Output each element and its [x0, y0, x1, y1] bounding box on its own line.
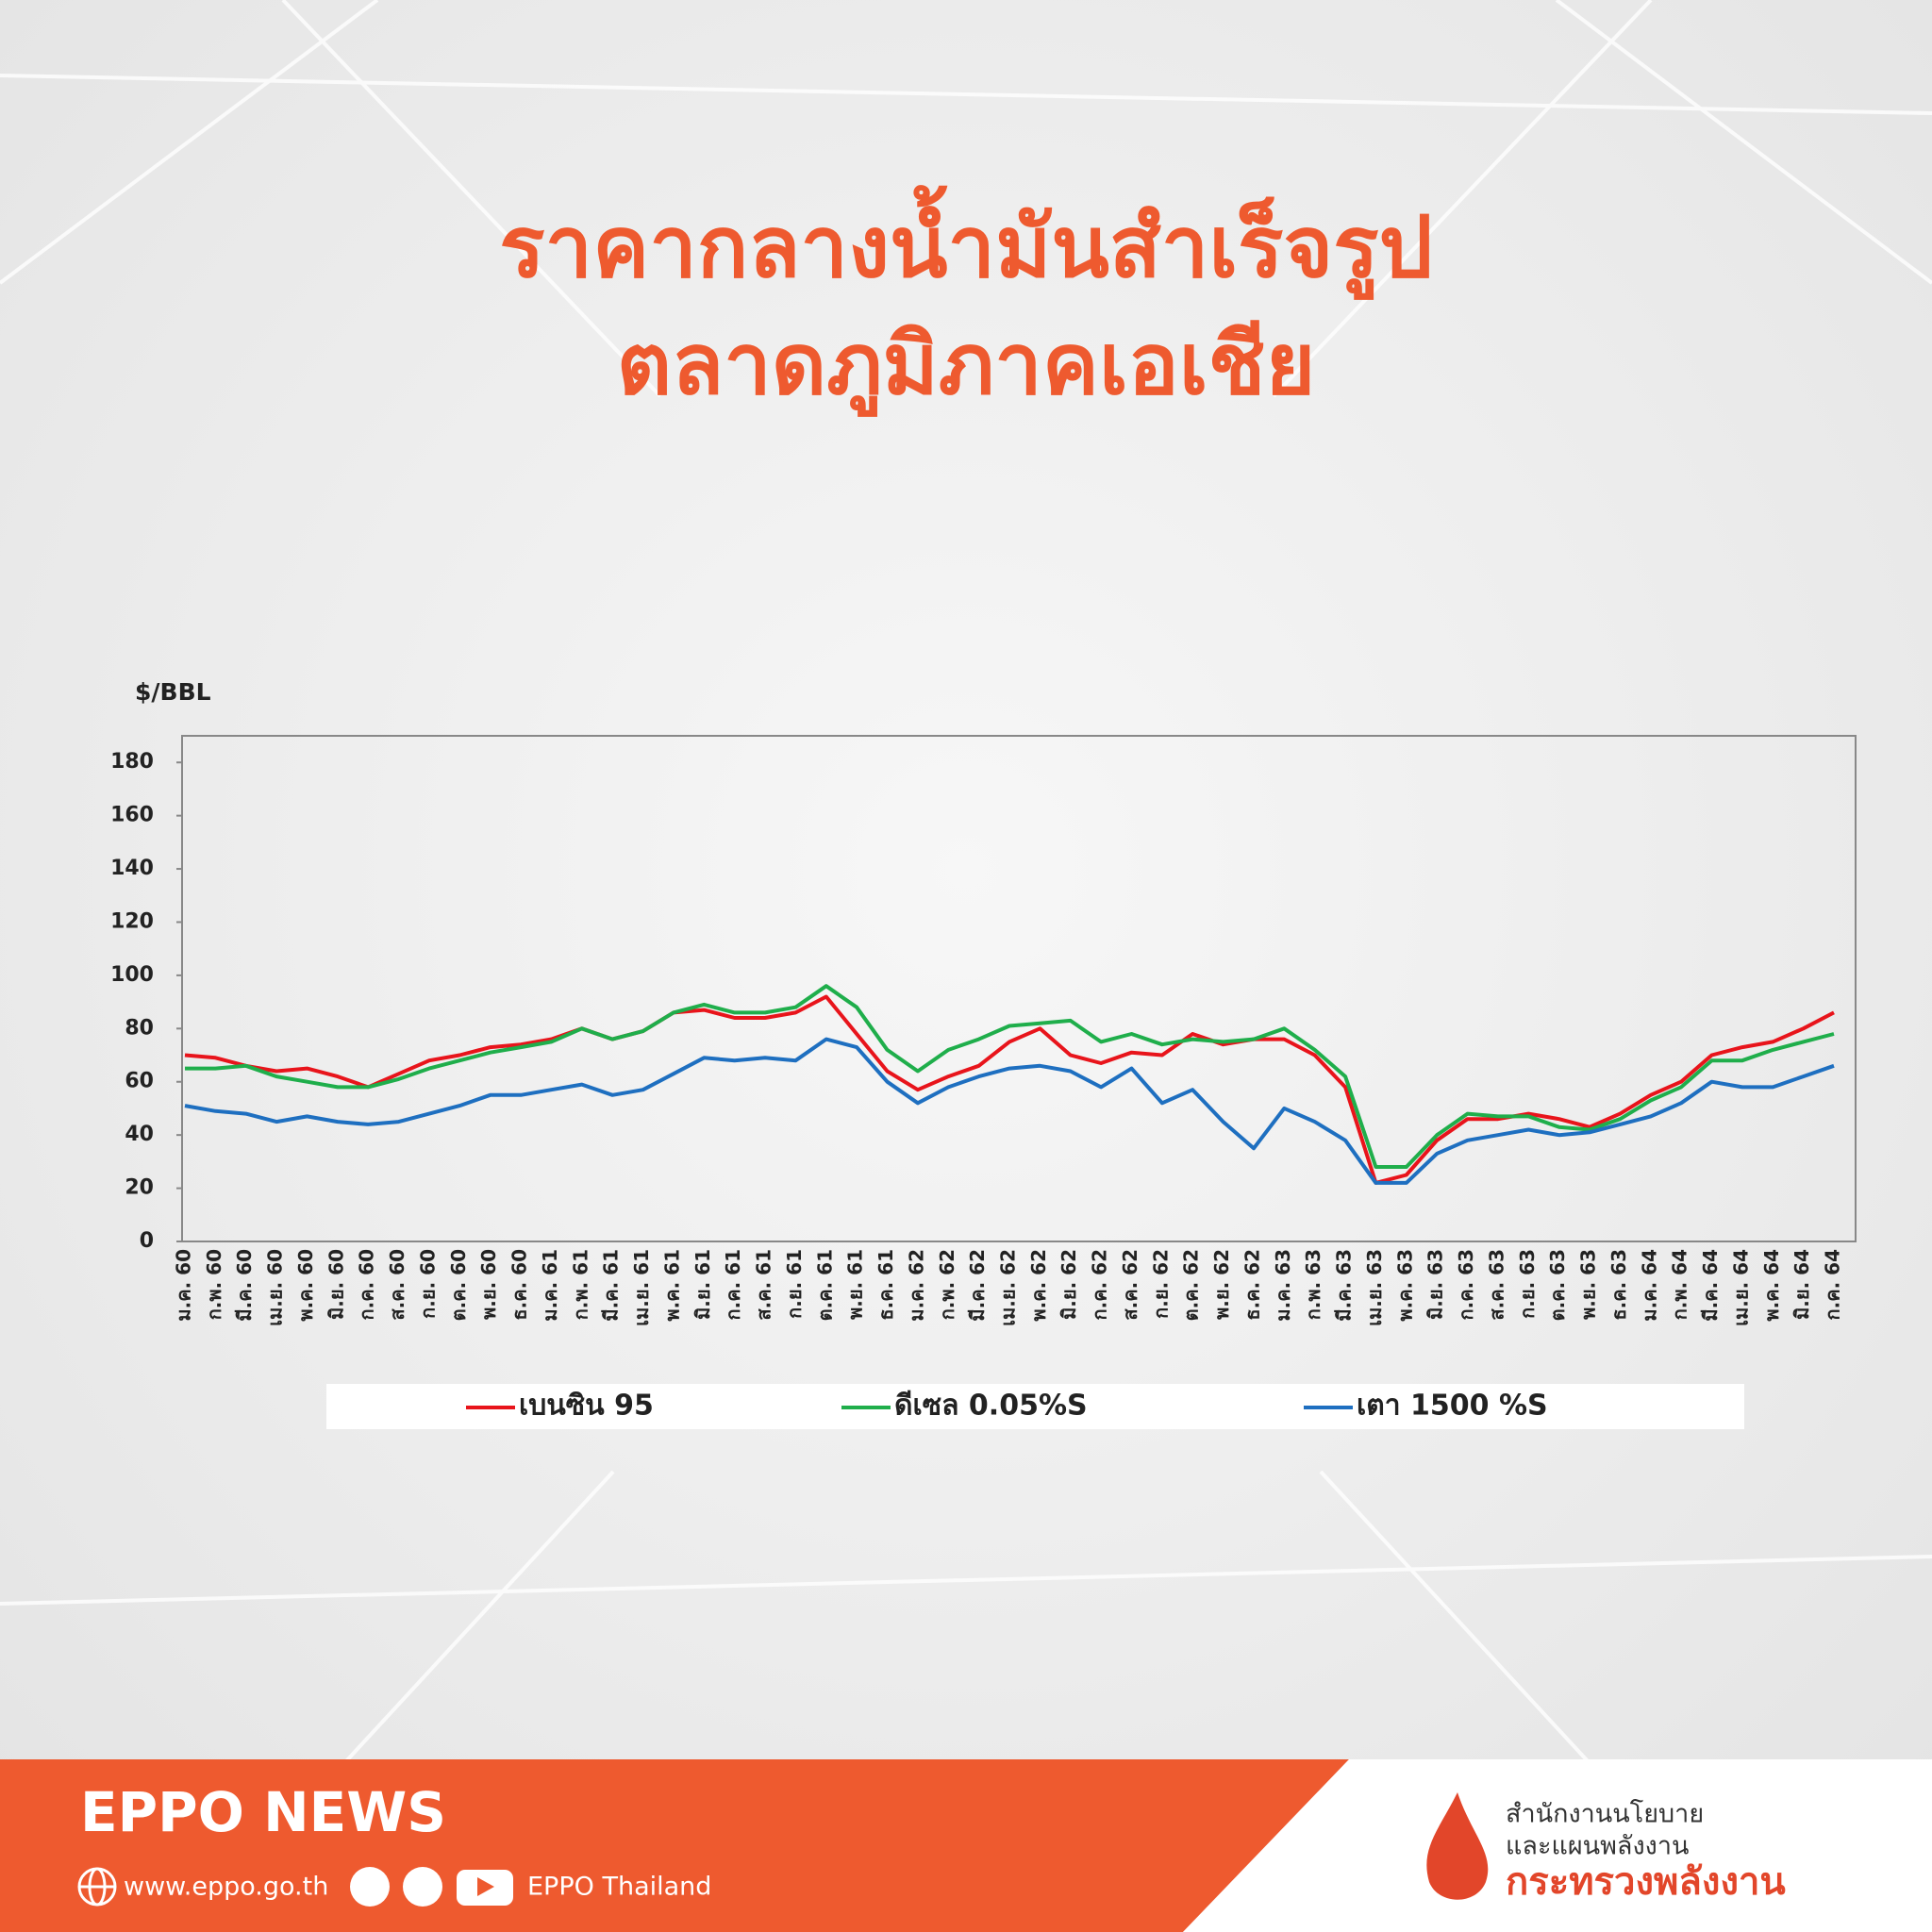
y-tick-label: 180	[110, 750, 154, 774]
x-tick-label: พ.ย. 63	[1577, 1249, 1600, 1320]
x-tick-label: ต.ค. 62	[1180, 1249, 1203, 1321]
x-tick-label: ก.ค. 64	[1822, 1249, 1844, 1320]
x-tick-label: ต.ค. 60	[447, 1249, 470, 1321]
x-tick-label: เม.ย. 64	[1729, 1249, 1752, 1326]
x-tick-label: พ.ย. 62	[1210, 1249, 1233, 1320]
y-tick-label: 0	[140, 1229, 154, 1253]
x-tick-label: ก.พ. 63	[1302, 1249, 1324, 1320]
x-tick-label: มิ.ย. 62	[1058, 1249, 1080, 1320]
x-tick-label: พ.ค. 64	[1760, 1249, 1783, 1322]
x-tick-label: พ.ค. 62	[1027, 1249, 1050, 1322]
x-tick-label: ต.ค. 63	[1546, 1249, 1569, 1321]
legend-label: ดีเซล 0.05%S	[894, 1390, 1088, 1423]
ministry: กระทรวงพลังงาน	[1506, 1860, 1786, 1904]
x-tick-label: ส.ค. 63	[1485, 1249, 1507, 1321]
x-tick-label: ส.ค. 60	[386, 1249, 408, 1321]
y-tick-label: 80	[125, 1016, 154, 1040]
x-tick-label: พ.ค. 63	[1393, 1249, 1416, 1322]
logo	[1426, 1792, 1489, 1900]
y-tick-label: 60	[125, 1070, 154, 1093]
y-tick-label: 100	[110, 963, 154, 987]
series-line	[184, 1037, 1835, 1185]
x-tick-label: ก.พ. 62	[936, 1249, 958, 1320]
youtube-play	[477, 1877, 494, 1896]
x-tick-label: ต.ค. 61	[813, 1249, 836, 1321]
legend-box	[326, 1384, 1744, 1429]
x-tick-label: มิ.ย. 64	[1790, 1249, 1813, 1320]
social-handle: EPPO Thailand	[527, 1873, 711, 1902]
x-tick-label: ธ.ค. 60	[508, 1249, 531, 1321]
x-tick-label: พ.ค. 61	[660, 1249, 683, 1322]
footer-white	[1183, 1759, 1932, 1932]
title-line: ตลาดภูมิภาคเอเชีย	[617, 315, 1316, 417]
series-line	[184, 994, 1835, 1185]
org-line: สำนักงานนโยบาย	[1506, 1800, 1704, 1829]
x-tick-label: ม.ค. 61	[539, 1249, 561, 1322]
x-tick-label: ส.ค. 62	[1119, 1249, 1141, 1321]
x-tick-label: ก.พ. 64	[1669, 1249, 1691, 1320]
x-tick-label: เม.ย. 62	[997, 1249, 1020, 1326]
legend-label: เบนซิน 95	[519, 1390, 654, 1423]
y-tick-label: 40	[125, 1123, 154, 1146]
x-tick-label: เม.ย. 61	[630, 1249, 653, 1326]
legend-label: เตา 1500 %S	[1357, 1390, 1548, 1423]
x-tick-label: มี.ค. 64	[1699, 1249, 1722, 1322]
footer-band	[0, 1759, 1349, 1932]
x-tick-label: ธ.ค. 62	[1241, 1249, 1263, 1321]
y-tick-label: 160	[110, 804, 154, 827]
x-tick-label: เม.ย. 63	[1363, 1249, 1386, 1326]
x-tick-label: มิ.ย. 61	[691, 1249, 714, 1320]
series-line	[185, 984, 1835, 1169]
org-line: และแผนพลังงาน	[1506, 1832, 1689, 1861]
x-tick-label: มิ.ย. 60	[325, 1249, 347, 1320]
x-tick-label: ม.ค. 62	[905, 1249, 927, 1322]
x-tick-label: ม.ค. 60	[173, 1249, 195, 1322]
plot-frame	[181, 735, 1857, 1242]
globe-icon	[77, 1867, 117, 1907]
x-tick-label: ก.พ. 60	[203, 1249, 225, 1320]
x-tick-label: พ.ย. 61	[844, 1249, 867, 1320]
chart: 0 20 40 60 80 100 120 140 160 180 ม.ค. 60 ก.พ. 60 มี…	[110, 750, 1843, 1422]
x-tick-label: ก.ค. 62	[1089, 1249, 1111, 1320]
x-tick-label: ม.ค. 64	[1638, 1249, 1660, 1322]
x-tick-label: ก.ย. 61	[783, 1249, 806, 1319]
x-tick-label: ธ.ค. 63	[1607, 1249, 1630, 1321]
brand: EPPO NEWS	[80, 1780, 446, 1844]
y-axis-label: $/BBL	[135, 678, 211, 706]
x-tick-label: มิ.ย. 63	[1424, 1249, 1447, 1320]
x-tick-label: ก.ย. 60	[416, 1249, 439, 1319]
x-tick-label: มี.ค. 63	[1333, 1249, 1356, 1322]
title-line: ราคากลางน้ำมันสำเร็จรูป	[499, 185, 1432, 300]
x-tick-label: ก.ย. 63	[1516, 1249, 1539, 1319]
x-tick-label: มี.ค. 62	[966, 1249, 989, 1322]
website: www.eppo.go.th	[124, 1873, 328, 1902]
x-tick-label: พ.ค. 60	[294, 1249, 317, 1322]
x-tick-label: มี.ค. 61	[600, 1249, 623, 1322]
x-tick-label: มี.ค. 60	[233, 1249, 256, 1322]
x-tick-label: ก.ค. 63	[1455, 1249, 1477, 1320]
x-tick-label: ก.พ. 61	[569, 1249, 591, 1320]
x-tick-label: พ.ย. 60	[477, 1249, 500, 1320]
x-tick-label: ธ.ค. 61	[874, 1249, 897, 1321]
x-tick-label: เม.ย. 60	[264, 1249, 287, 1326]
x-tick-label: ม.ค. 63	[1272, 1249, 1294, 1322]
x-tick-label: ก.ค. 61	[722, 1249, 744, 1320]
twitter-icon[interactable]	[403, 1867, 442, 1907]
facebook-icon[interactable]	[350, 1867, 390, 1907]
y-tick-label: 20	[125, 1176, 154, 1200]
y-tick-label: 140	[110, 857, 154, 880]
x-tick-label: ส.ค. 61	[753, 1249, 775, 1321]
y-tick-label: 120	[110, 909, 154, 933]
x-tick-label: ก.ค. 60	[356, 1249, 378, 1320]
x-tick-label: ก.ย. 62	[1149, 1249, 1172, 1319]
